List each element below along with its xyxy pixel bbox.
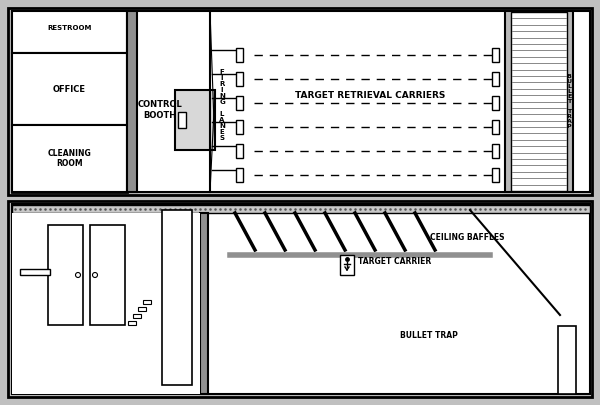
Text: CLEANING
ROOM: CLEANING ROOM: [47, 149, 91, 168]
Bar: [492, 96, 499, 110]
Bar: [90, 225, 125, 325]
Bar: [127, 11, 137, 192]
Text: TARGET CARRIER: TARGET CARRIER: [358, 258, 431, 266]
Bar: [236, 96, 243, 110]
Bar: [12, 125, 127, 192]
Bar: [12, 11, 127, 192]
Bar: [175, 90, 215, 150]
Bar: [236, 144, 243, 158]
Bar: [12, 11, 127, 53]
Bar: [236, 72, 243, 86]
Bar: [340, 255, 354, 275]
Bar: [492, 168, 499, 182]
Bar: [133, 314, 141, 318]
Text: TARGET RETRIEVAL CARRIERS: TARGET RETRIEVAL CARRIERS: [295, 90, 445, 100]
Bar: [162, 210, 192, 385]
Text: CONTROL
BOOTH: CONTROL BOOTH: [137, 100, 182, 120]
Bar: [505, 11, 573, 192]
Text: RESTROOM: RESTROOM: [47, 25, 92, 31]
Bar: [12, 53, 127, 125]
Bar: [12, 11, 590, 192]
Bar: [236, 48, 243, 62]
Bar: [12, 205, 590, 213]
Bar: [178, 112, 186, 128]
Bar: [20, 269, 50, 275]
Bar: [492, 72, 499, 86]
Bar: [236, 120, 243, 134]
Bar: [492, 144, 499, 158]
Bar: [492, 120, 499, 134]
Text: BULLET TRAP: BULLET TRAP: [400, 330, 458, 339]
Text: OFFICE: OFFICE: [53, 85, 86, 94]
Bar: [143, 300, 151, 304]
Bar: [492, 48, 499, 62]
Bar: [48, 225, 83, 325]
Bar: [8, 201, 592, 397]
Text: CEILING BAFFLES: CEILING BAFFLES: [430, 232, 505, 241]
Bar: [128, 321, 136, 325]
Text: B
U
L
L
E
T
 
T
R
A
P: B U L L E T T R A P: [566, 74, 572, 129]
Bar: [558, 326, 576, 394]
Bar: [12, 213, 200, 394]
Bar: [200, 213, 208, 394]
Bar: [8, 8, 592, 195]
Bar: [138, 307, 146, 311]
Bar: [12, 204, 590, 394]
Bar: [236, 168, 243, 182]
Text: F
I
R
I
N
G
 
L
A
N
E
S: F I R I N G L A N E S: [219, 69, 225, 141]
Bar: [511, 12, 567, 191]
